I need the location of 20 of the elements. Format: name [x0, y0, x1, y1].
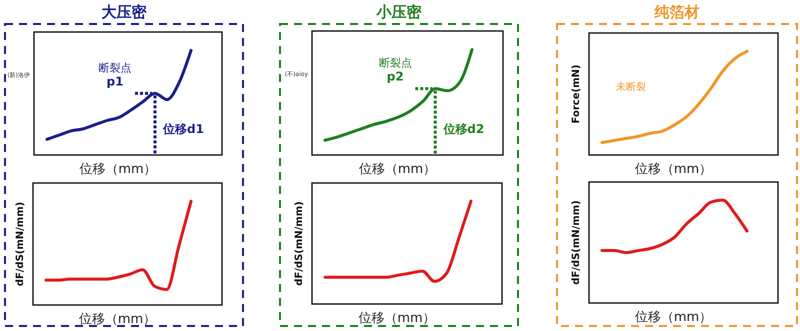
x-axis-title: 位移（mm） [78, 312, 156, 327]
x-axis-title: 位移（mm） [358, 162, 436, 177]
chart-title: 小压密 [376, 3, 422, 21]
y-axis-title: dF/dS(mN/mm) [15, 202, 26, 286]
chart-title: 大压密 [102, 3, 148, 21]
annotation: 断裂点 [378, 56, 412, 70]
x-axis-title: 位移（mm） [79, 162, 157, 177]
x-axis-title: 位移（mm） [634, 162, 712, 177]
annotation: 未断裂 [616, 81, 646, 93]
annotation: p1 [106, 74, 124, 88]
annotation: 位移d1 [162, 122, 204, 136]
x-axis-title: 位移（mm） [358, 311, 436, 326]
chart-title: 纯箔材 [654, 3, 700, 21]
y-axis-title: dF/dS(mN/mm) [294, 201, 305, 286]
annotation: 位移d2 [442, 122, 484, 136]
y-axis-title: dF/dS(mN/mm) [571, 200, 582, 285]
y-axis-title: Force(mN) [571, 64, 582, 124]
x-axis-title: 位移（mm） [634, 310, 712, 325]
annotation: p2 [386, 70, 404, 84]
annotation: 断裂点 [98, 61, 132, 74]
